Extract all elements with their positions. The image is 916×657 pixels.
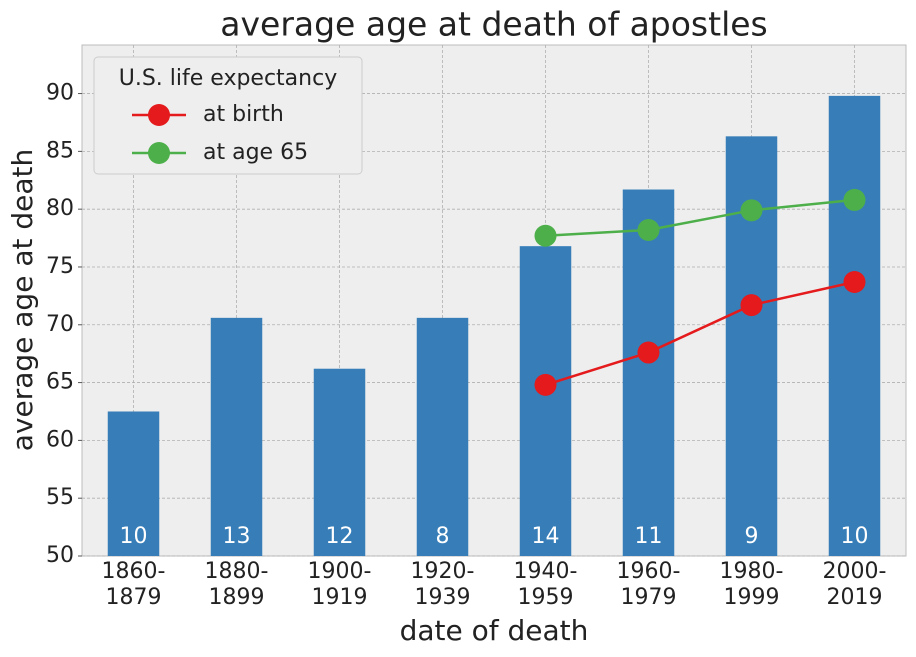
bar-label: 9 <box>745 524 759 549</box>
marker <box>637 218 660 241</box>
x-tick-label: 1960- 1979 <box>616 559 681 610</box>
y-tick-label: 50 <box>46 543 74 568</box>
x-axis-label: date of death <box>400 614 589 647</box>
x-tick-label: 1880- 1899 <box>204 559 269 610</box>
legend-marker <box>148 104 170 126</box>
marker <box>843 271 866 294</box>
legend-label: at age 65 <box>203 140 308 165</box>
bar-label: 11 <box>635 524 663 549</box>
x-tick-label: 1980- 1999 <box>719 559 784 610</box>
bar-label: 8 <box>436 524 450 549</box>
bar-label: 13 <box>223 524 251 549</box>
y-tick-label: 55 <box>46 485 74 510</box>
bar <box>210 317 263 556</box>
bar <box>313 368 366 556</box>
bar-label: 14 <box>532 524 560 549</box>
chart-title: average age at death of apostles <box>220 5 767 44</box>
x-tick-label: 2000- 2019 <box>822 559 887 610</box>
legend-marker <box>148 142 170 164</box>
y-tick-label: 75 <box>46 254 74 279</box>
y-tick-label: 85 <box>46 138 74 163</box>
legend-title: U.S. life expectancy <box>119 66 337 91</box>
marker <box>843 188 866 211</box>
line <box>545 280 855 387</box>
x-tick-label: 1900- 1919 <box>307 559 372 610</box>
bar <box>725 136 778 556</box>
line <box>545 198 855 238</box>
x-tick-label: 1860- 1879 <box>101 559 166 610</box>
x-tick-label: 1940- 1959 <box>513 559 578 610</box>
marker <box>740 294 763 317</box>
marker <box>534 373 557 396</box>
bar-label: 12 <box>326 524 354 549</box>
bar-label: 10 <box>120 524 148 549</box>
legend: U.S. life expectancy at birth at age 65 <box>93 56 363 175</box>
marker <box>740 199 763 222</box>
bar <box>828 95 881 556</box>
y-tick-label: 80 <box>46 196 74 221</box>
y-tick-label: 70 <box>46 312 74 337</box>
x-tick-label: 1920- 1939 <box>410 559 475 610</box>
legend-label: at birth <box>203 102 284 127</box>
bar <box>519 246 572 556</box>
bar <box>416 317 469 556</box>
bar-label: 10 <box>841 524 869 549</box>
marker <box>534 224 557 247</box>
y-tick-label: 90 <box>46 81 74 106</box>
marker <box>637 341 660 364</box>
bar <box>622 189 675 556</box>
y-tick-label: 65 <box>46 370 74 395</box>
bar <box>107 411 160 556</box>
y-axis-label: average age at death <box>6 149 39 452</box>
y-tick-label: 60 <box>46 427 74 452</box>
